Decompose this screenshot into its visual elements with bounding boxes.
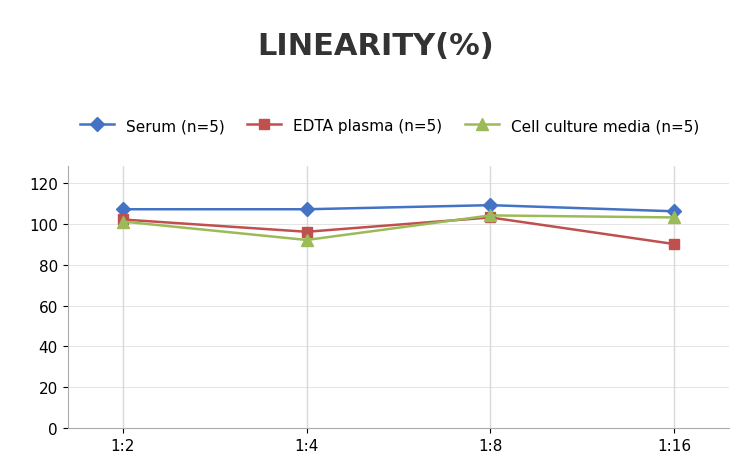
Cell culture media (n=5)	[670, 215, 679, 221]
EDTA plasma (n=5)	[670, 242, 679, 247]
Serum (n=5)	[118, 207, 127, 212]
Cell culture media (n=5)	[118, 219, 127, 225]
Legend: Serum (n=5), EDTA plasma (n=5), Cell culture media (n=5): Serum (n=5), EDTA plasma (n=5), Cell cul…	[75, 114, 704, 138]
Cell culture media (n=5)	[486, 213, 495, 219]
Line: EDTA plasma (n=5): EDTA plasma (n=5)	[118, 213, 679, 249]
Serum (n=5)	[302, 207, 311, 212]
EDTA plasma (n=5)	[302, 230, 311, 235]
Line: Serum (n=5): Serum (n=5)	[118, 201, 679, 216]
Line: Cell culture media (n=5): Cell culture media (n=5)	[117, 210, 680, 246]
Serum (n=5)	[670, 209, 679, 215]
EDTA plasma (n=5)	[118, 217, 127, 223]
EDTA plasma (n=5)	[486, 215, 495, 221]
Serum (n=5)	[486, 203, 495, 208]
Text: LINEARITY(%): LINEARITY(%)	[258, 32, 494, 60]
Cell culture media (n=5)	[302, 238, 311, 243]
